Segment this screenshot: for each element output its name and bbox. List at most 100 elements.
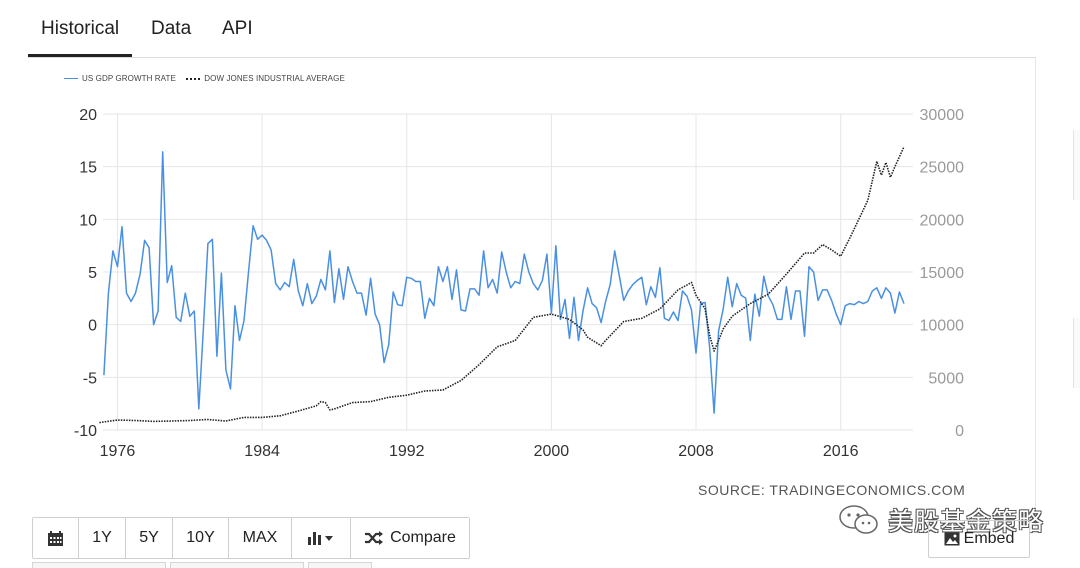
gdp-point[interactable]	[400, 304, 404, 308]
gdp-point[interactable]	[866, 300, 870, 304]
gdp-point[interactable]	[504, 270, 508, 274]
gdp-point[interactable]	[455, 268, 459, 272]
gdp-point[interactable]	[735, 282, 739, 286]
gdp-point[interactable]	[712, 411, 716, 415]
dow-point[interactable]	[319, 400, 323, 404]
gdp-point[interactable]	[152, 323, 156, 327]
gdp-point[interactable]	[775, 317, 779, 321]
gdp-point[interactable]	[491, 277, 495, 281]
gdp-point[interactable]	[274, 282, 278, 286]
gdp-point[interactable]	[224, 368, 228, 372]
gdp-point[interactable]	[771, 303, 775, 307]
gdp-point[interactable]	[568, 336, 572, 340]
gdp-point[interactable]	[690, 308, 694, 312]
gdp-point[interactable]	[183, 291, 187, 295]
dow-point[interactable]	[717, 339, 721, 343]
gdp-point[interactable]	[640, 275, 644, 279]
gdp-point[interactable]	[671, 310, 675, 314]
gdp-point[interactable]	[197, 407, 201, 411]
gdp-point[interactable]	[441, 280, 445, 284]
gdp-point[interactable]	[626, 289, 630, 293]
gdp-point[interactable]	[843, 304, 847, 308]
dow-point[interactable]	[351, 401, 355, 405]
dow-point[interactable]	[604, 339, 608, 343]
gdp-point[interactable]	[875, 286, 879, 290]
gdp-point[interactable]	[708, 345, 712, 349]
gdp-point[interactable]	[278, 288, 282, 292]
dow-point[interactable]	[278, 414, 282, 418]
gdp-point[interactable]	[545, 252, 549, 256]
gdp-point[interactable]	[676, 319, 680, 323]
dow-point[interactable]	[260, 415, 264, 419]
dow-point[interactable]	[721, 327, 725, 331]
dow-point[interactable]	[857, 217, 861, 221]
dow-point[interactable]	[676, 288, 680, 292]
gdp-point[interactable]	[156, 309, 160, 313]
gdp-point[interactable]	[830, 298, 834, 302]
dow-point[interactable]	[581, 328, 585, 332]
dow-point[interactable]	[830, 248, 834, 252]
gdp-point[interactable]	[387, 343, 391, 347]
gdp-point[interactable]	[192, 309, 196, 313]
gdp-point[interactable]	[125, 291, 129, 295]
gdp-point[interactable]	[540, 278, 544, 282]
gdp-point[interactable]	[495, 291, 499, 295]
gdp-point[interactable]	[857, 300, 861, 304]
gdp-point[interactable]	[518, 282, 522, 286]
gdp-point[interactable]	[608, 283, 612, 287]
gdp-point[interactable]	[468, 287, 472, 291]
bottom-tab[interactable]	[32, 562, 166, 568]
series-line-dow[interactable]	[99, 146, 905, 424]
gdp-point[interactable]	[364, 313, 368, 317]
gdp-point[interactable]	[653, 295, 657, 299]
gdp-point[interactable]	[635, 278, 639, 282]
gdp-point[interactable]	[807, 265, 811, 269]
range-1y-button[interactable]: 1Y	[79, 518, 126, 558]
gdp-point[interactable]	[825, 288, 829, 292]
dow-point[interactable]	[170, 419, 174, 423]
dow-point[interactable]	[766, 292, 770, 296]
gdp-point[interactable]	[902, 302, 906, 306]
dow-point[interactable]	[97, 421, 101, 425]
dow-point[interactable]	[690, 281, 694, 285]
gdp-point[interactable]	[522, 252, 526, 256]
gdp-point[interactable]	[310, 302, 314, 306]
gdp-point[interactable]	[427, 296, 431, 300]
dow-point[interactable]	[812, 251, 816, 255]
gdp-point[interactable]	[346, 265, 350, 269]
gdp-point[interactable]	[373, 312, 377, 316]
gdp-point[interactable]	[685, 294, 689, 298]
gdp-point[interactable]	[577, 339, 581, 343]
dow-point[interactable]	[531, 315, 535, 319]
dow-point[interactable]	[495, 345, 499, 349]
dow-point[interactable]	[332, 407, 336, 411]
gdp-point[interactable]	[879, 296, 883, 300]
gdp-point[interactable]	[409, 276, 413, 280]
gdp-point[interactable]	[527, 270, 531, 274]
dow-point[interactable]	[893, 165, 897, 169]
gdp-point[interactable]	[558, 317, 562, 321]
dow-point[interactable]	[748, 302, 752, 306]
dow-point[interactable]	[622, 320, 626, 324]
gdp-point[interactable]	[296, 289, 300, 293]
gdp-point[interactable]	[753, 292, 757, 296]
dow-point[interactable]	[513, 339, 517, 343]
dow-point[interactable]	[224, 419, 228, 423]
dow-point[interactable]	[116, 418, 120, 422]
gdp-point[interactable]	[730, 305, 734, 309]
gdp-point[interactable]	[482, 249, 486, 253]
gdp-point[interactable]	[658, 266, 662, 270]
dow-point[interactable]	[423, 389, 427, 393]
dow-point[interactable]	[879, 173, 883, 177]
gdp-point[interactable]	[251, 224, 255, 228]
series-line-gdp[interactable]	[103, 151, 905, 414]
dow-point[interactable]	[839, 254, 843, 258]
gdp-point[interactable]	[780, 317, 784, 321]
gdp-point[interactable]	[726, 275, 730, 279]
gdp-point[interactable]	[391, 290, 395, 294]
gdp-point[interactable]	[861, 302, 865, 306]
gdp-point[interactable]	[382, 361, 386, 365]
gdp-point[interactable]	[586, 286, 590, 290]
gdp-point[interactable]	[292, 257, 296, 261]
gdp-point[interactable]	[667, 319, 671, 323]
